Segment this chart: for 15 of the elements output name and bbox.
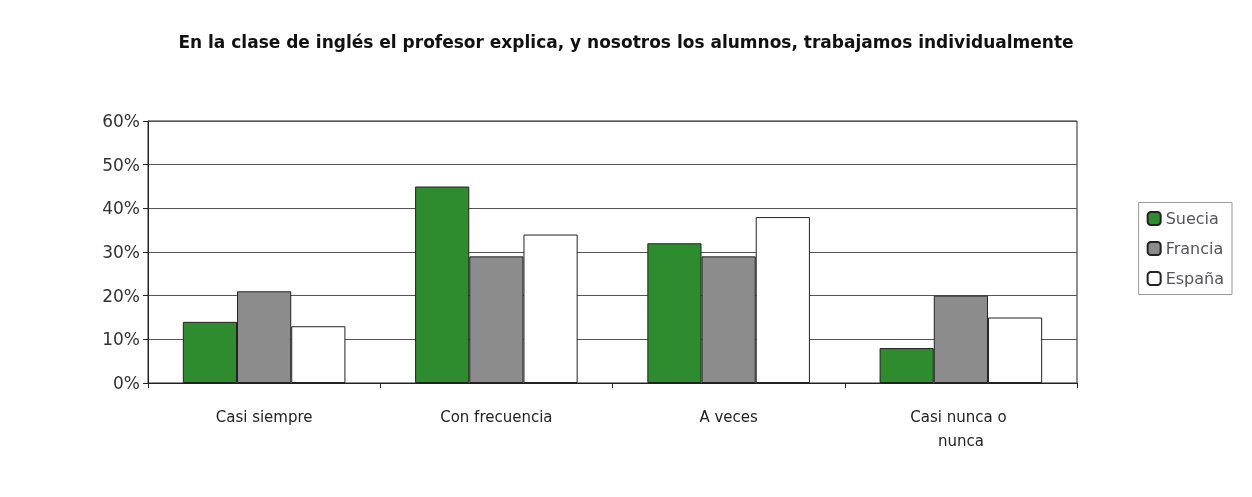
x-tick-label: A veces [699,408,759,426]
legend-label: Suecia [1165,209,1219,228]
y-tick-label: 10% [102,329,140,350]
x-tick-label: Casi nunca o nunca [910,408,1012,450]
y-tick-label: 60% [102,111,140,131]
chart-title: En la clase de inglés el profesor explica, y nosotros los alumnos, trabajamos individualmente [178,31,1074,52]
x-tick-label: Casi siempre [215,408,313,426]
y-tick-label: 50% [102,154,140,175]
legend-label: Francia [1165,239,1224,258]
y-tick-label: 40% [102,198,140,219]
x-tick-label: Con frecuencia [440,408,553,426]
y-tick-label: 0% [113,373,140,393]
y-tick-label: 20% [102,285,140,306]
legend-label: España [1165,269,1225,288]
y-tick-label: 30% [102,242,140,262]
